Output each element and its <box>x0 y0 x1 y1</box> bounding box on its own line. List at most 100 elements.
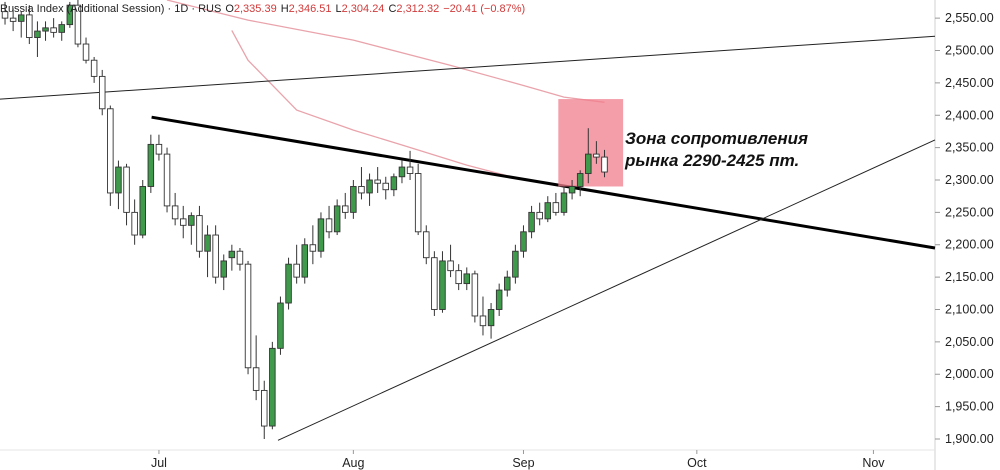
candle-body <box>439 260 446 310</box>
candle-body <box>309 244 317 252</box>
candle <box>447 244 454 278</box>
candle <box>504 270 511 297</box>
candle-body <box>504 276 511 291</box>
candle <box>536 202 543 226</box>
candle-body <box>131 211 138 236</box>
candle-body <box>455 270 462 285</box>
candle-body <box>74 4 82 45</box>
candle-body <box>512 250 519 278</box>
candle <box>358 167 365 200</box>
overlay-line <box>0 35 936 100</box>
overlay-line <box>166 0 605 103</box>
legend-value: −20.41 (−0.87%) <box>443 3 526 15</box>
candle-body <box>90 59 98 77</box>
candle <box>512 244 519 284</box>
candle <box>366 173 373 206</box>
candle-body <box>487 309 495 327</box>
legend-value: 2,335.39 <box>233 3 277 15</box>
candle <box>236 247 244 271</box>
candle-body <box>188 215 195 226</box>
y-tick-label: 2,000.00 <box>945 367 994 381</box>
legend-key: H <box>280 3 289 15</box>
candle <box>398 160 406 184</box>
candle <box>155 134 163 161</box>
y-tick-label: 2,050.00 <box>945 335 994 349</box>
candle-body <box>236 250 244 265</box>
candle <box>115 160 122 210</box>
candle-body <box>552 202 560 213</box>
candle-body <box>350 186 357 213</box>
candle <box>471 270 479 323</box>
candle <box>520 225 527 258</box>
y-tick-label: 1,950.00 <box>945 400 994 414</box>
legend-item: H2,346.51 <box>281 3 332 15</box>
candle <box>107 105 114 206</box>
legend-item: −20.41 (−0.87%) <box>443 3 525 15</box>
candle <box>414 163 422 236</box>
overlays <box>0 0 936 441</box>
x-tick-label: Aug <box>342 456 364 470</box>
candle <box>188 212 195 245</box>
annotation-text: Зона сопротивления <box>625 129 808 148</box>
candle-body <box>196 215 203 252</box>
candle-body <box>155 143 163 155</box>
candle-body <box>601 156 608 173</box>
legend-value: 2,304.24 <box>341 3 385 15</box>
candle-body <box>212 234 219 278</box>
annotation-text: рынка 2290-2425 пт. <box>624 151 799 170</box>
candle-body <box>520 231 527 252</box>
candle-body <box>285 263 292 304</box>
x-tick-label: Oct <box>687 456 707 470</box>
candle-body <box>398 166 406 178</box>
candle <box>260 380 268 439</box>
candle-body <box>374 179 381 184</box>
candle-body <box>358 186 365 194</box>
candle-body <box>414 173 422 233</box>
candle-body <box>593 153 600 158</box>
candle <box>431 251 438 316</box>
candle <box>123 163 130 226</box>
candle <box>17 11 25 38</box>
candle <box>342 192 349 219</box>
candle <box>374 167 381 193</box>
candle <box>285 257 292 310</box>
candle <box>325 205 333 239</box>
candle-body <box>34 30 41 39</box>
candle-body <box>406 166 414 174</box>
candle <box>479 296 487 336</box>
candle <box>26 5 33 45</box>
candle-body <box>252 367 260 391</box>
x-tick-label: Jul <box>151 456 167 470</box>
candle-body <box>107 108 114 194</box>
candle-body <box>82 43 90 61</box>
candle <box>301 238 309 284</box>
candle-body <box>447 260 454 272</box>
candle <box>333 199 341 236</box>
candle-body <box>293 263 300 278</box>
x-tick-label: Nov <box>862 456 885 470</box>
candle <box>1 1 9 25</box>
candle-body <box>98 75 106 110</box>
candle <box>42 21 49 41</box>
candle-body <box>390 176 398 191</box>
candle <box>196 205 203 258</box>
candle <box>601 149 608 178</box>
legend-value: 2,312.32 <box>396 3 440 15</box>
legend-item: L2,304.24 <box>335 3 384 15</box>
candle-body <box>204 234 211 252</box>
candle-body <box>139 186 146 236</box>
y-tick-label: 2,450.00 <box>945 76 994 90</box>
legend-item: C2,312.32 <box>388 3 439 15</box>
candle <box>528 205 535 239</box>
legend-key: C <box>388 3 397 15</box>
candle-body <box>26 14 33 39</box>
candle <box>585 128 592 184</box>
candle <box>309 225 317 265</box>
y-tick-label: 2,150.00 <box>945 270 994 284</box>
candle <box>58 21 65 41</box>
candle-body <box>9 17 17 22</box>
legend-value: 2,346.51 <box>288 3 332 15</box>
candle <box>74 0 82 48</box>
legend-key: L <box>335 3 342 15</box>
